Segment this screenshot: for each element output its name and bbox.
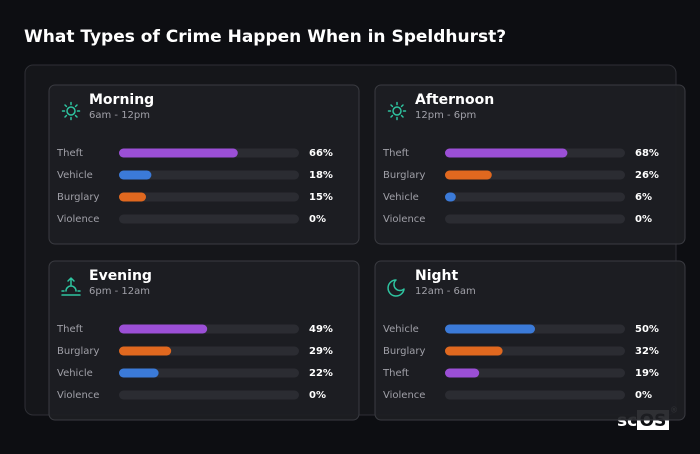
value-label: 26% bbox=[635, 170, 659, 181]
category-label: Violence bbox=[57, 214, 99, 225]
bar bbox=[119, 324, 208, 334]
card-subtitle: 12am - 6am bbox=[415, 286, 476, 297]
value-label: 15% bbox=[309, 192, 333, 203]
category-label: Theft bbox=[56, 324, 83, 335]
bar bbox=[119, 192, 146, 202]
category-label: Violence bbox=[57, 390, 99, 401]
bar bbox=[445, 148, 568, 158]
bar bbox=[445, 346, 503, 356]
icon-ray bbox=[74, 114, 78, 118]
icon-ray bbox=[400, 104, 404, 108]
time-card: Morning 6am - 12pm Theft 66% Vehicle 18% Burgl… bbox=[48, 84, 360, 245]
bar bbox=[119, 170, 152, 180]
icon bbox=[66, 106, 76, 116]
value-label: 0% bbox=[635, 390, 652, 401]
category-label: Vehicle bbox=[57, 170, 93, 181]
icon bbox=[387, 279, 405, 297]
category-label: Burglary bbox=[383, 170, 425, 181]
category-label: Violence bbox=[383, 214, 425, 225]
time-card: Night 12am - 6am Vehicle 50% Burglary 32% Thef… bbox=[374, 260, 686, 421]
bar-track bbox=[445, 368, 625, 378]
category-label: Burglary bbox=[57, 346, 99, 357]
value-label: 0% bbox=[309, 390, 326, 401]
category-label: Vehicle bbox=[57, 368, 93, 379]
bar bbox=[445, 170, 492, 180]
bar-track bbox=[119, 170, 299, 180]
card-title: Night bbox=[415, 268, 459, 284]
bar bbox=[119, 346, 172, 356]
card-title: Morning bbox=[89, 92, 154, 108]
bar bbox=[445, 368, 480, 378]
card bbox=[374, 84, 686, 245]
value-label: 68% bbox=[635, 148, 659, 159]
category-label: Vehicle bbox=[383, 192, 419, 203]
icon-ray bbox=[74, 104, 78, 108]
bar bbox=[445, 324, 535, 334]
bar-track bbox=[445, 214, 625, 224]
bar-track bbox=[119, 214, 299, 224]
page-title: What Types of Crime Happen When in Speld… bbox=[24, 27, 506, 47]
category-label: Theft bbox=[382, 368, 409, 379]
value-label: 0% bbox=[635, 214, 652, 225]
card bbox=[48, 260, 360, 421]
category-label: Theft bbox=[382, 148, 409, 159]
value-label: 29% bbox=[309, 346, 333, 357]
bar-track bbox=[119, 368, 299, 378]
category-label: Burglary bbox=[57, 192, 99, 203]
bar-track bbox=[445, 192, 625, 202]
icon-ray bbox=[400, 114, 404, 118]
value-label: 66% bbox=[309, 148, 333, 159]
value-label: 32% bbox=[635, 346, 659, 357]
icon-ray bbox=[390, 104, 394, 108]
icon bbox=[392, 106, 402, 116]
card-title: Afternoon bbox=[415, 92, 494, 108]
category-label: Violence bbox=[383, 390, 425, 401]
category-label: Theft bbox=[56, 148, 83, 159]
category-label: Vehicle bbox=[383, 324, 419, 335]
time-card: Afternoon 12pm - 6pm Theft 68% Burglary 26% Ve… bbox=[374, 84, 686, 245]
card-title: Evening bbox=[89, 268, 152, 284]
value-label: 6% bbox=[635, 192, 652, 203]
bar-track bbox=[445, 390, 625, 400]
value-label: 49% bbox=[309, 324, 333, 335]
icon-ray bbox=[64, 114, 68, 118]
card-subtitle: 12pm - 6pm bbox=[415, 110, 476, 121]
bar-track bbox=[119, 390, 299, 400]
icon-ray bbox=[64, 104, 68, 108]
icon-ray bbox=[390, 114, 394, 118]
time-card: Evening 6pm - 12am Theft 49% Burglary 29% Vehi… bbox=[48, 260, 360, 421]
value-label: 22% bbox=[309, 368, 333, 379]
category-label: Burglary bbox=[383, 346, 425, 357]
card bbox=[374, 260, 686, 421]
bar bbox=[119, 148, 238, 158]
card-subtitle: 6am - 12pm bbox=[89, 110, 150, 121]
card-subtitle: 6pm - 12am bbox=[89, 286, 150, 297]
icon bbox=[61, 276, 81, 296]
bar-track bbox=[119, 192, 299, 202]
value-label: 19% bbox=[635, 368, 659, 379]
value-label: 0% bbox=[309, 214, 326, 225]
value-label: 18% bbox=[309, 170, 333, 181]
card bbox=[48, 84, 360, 245]
bar bbox=[119, 368, 159, 378]
value-label: 50% bbox=[635, 324, 659, 335]
bar bbox=[445, 192, 456, 202]
